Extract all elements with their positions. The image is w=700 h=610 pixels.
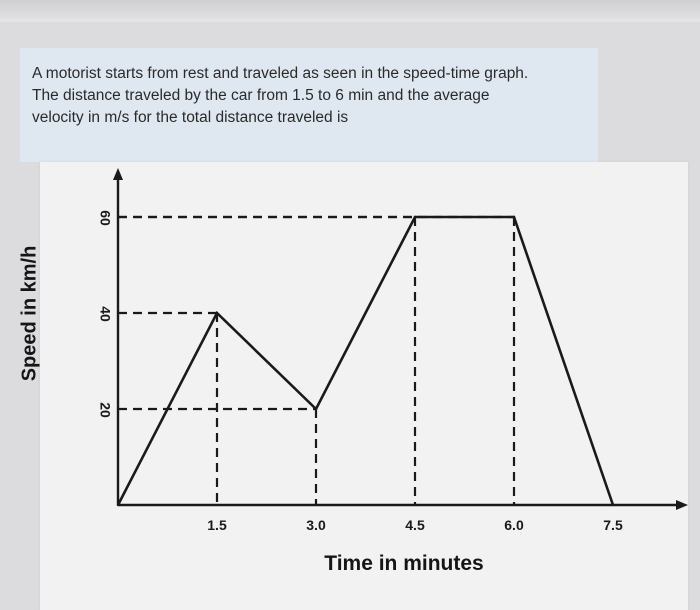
x-axis-title: Time in minutes [324,552,483,575]
top-band [0,0,700,22]
x-tick-label-0: 1.5 [207,517,227,533]
data-point-2 [314,407,318,411]
speed-time-chart: 1.5 3.0 4.5 6.0 7.5 20 40 60 Time in minutes [97,168,688,575]
data-point-1 [215,311,219,315]
data-point-5 [611,503,615,507]
y-axis-title: Speed in km/h [18,245,41,381]
y-tick-label-0: 20 [97,402,113,418]
data-point-0 [116,503,120,507]
data-point-3 [413,215,417,219]
x-tick-label-4: 7.5 [603,517,623,533]
y-tick-label-1: 40 [97,306,113,322]
x-tick-label-3: 6.0 [504,517,524,533]
question-line-2: The distance traveled by the car from 1.… [32,87,490,104]
y-axis-arrow [113,168,123,180]
x-tick-label-2: 4.5 [405,517,425,533]
speed-time-figure: 1.5 3.0 4.5 6.0 7.5 20 40 60 Time in minutes [40,162,688,610]
question-line-3: velocity in m/s for the total distance t… [32,109,349,126]
speed-series-line [116,215,615,506]
question-line-1: A motorist starts from rest and traveled… [32,65,529,82]
y-axis-title-container: Speed in km/h [10,178,50,448]
x-axis-arrow [676,500,688,510]
data-point-4 [512,215,516,219]
x-tick-label-1: 3.0 [306,517,326,533]
y-tick-label-2: 60 [97,210,113,226]
question-box: A motorist starts from rest and traveled… [20,48,598,162]
